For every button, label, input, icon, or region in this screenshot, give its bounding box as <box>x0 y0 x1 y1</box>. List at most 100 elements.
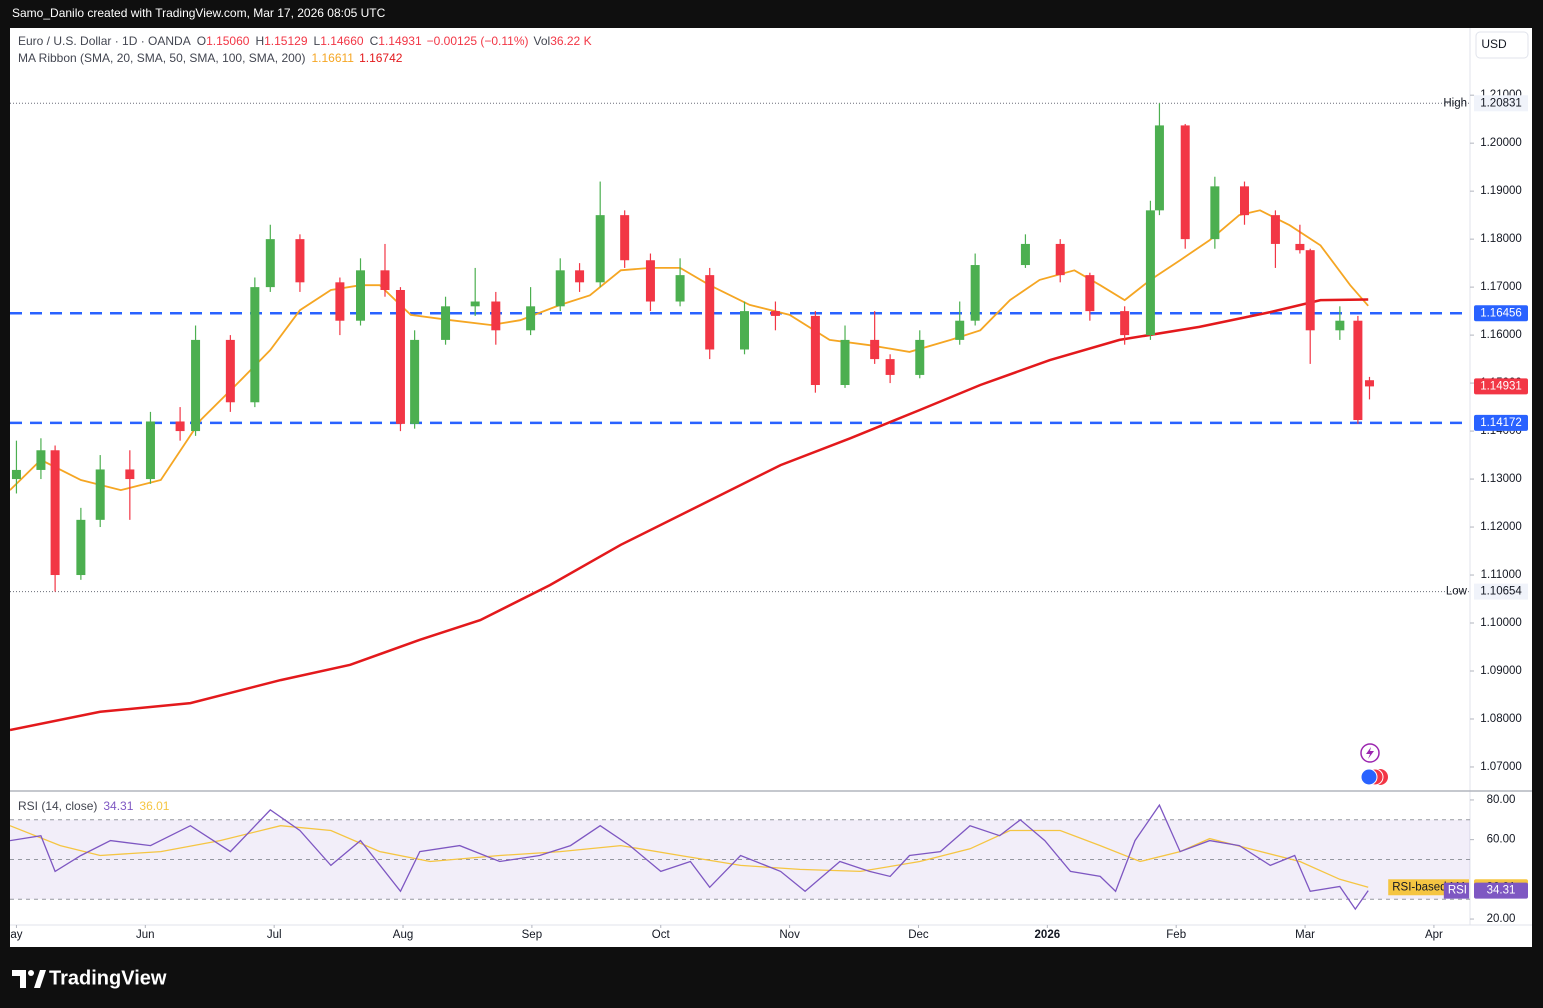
candle-body <box>740 311 750 350</box>
ma-value: 1.16611 <box>311 51 354 65</box>
quote-value: 1.15060 <box>206 34 250 48</box>
y-tick-label: 1.18000 <box>1480 233 1522 245</box>
logo-mark <box>34 970 46 988</box>
ma-line <box>10 298 1369 732</box>
candle-body <box>380 270 390 290</box>
candle-body <box>1210 186 1220 240</box>
candle-body <box>970 265 980 321</box>
candle-body <box>76 519 86 576</box>
candle-body <box>491 301 501 331</box>
candle-body <box>1305 250 1315 331</box>
extreme-name: Low <box>1446 586 1468 598</box>
candle-body <box>36 450 46 470</box>
x-tick-label: Aug <box>393 929 413 941</box>
indicator-icons <box>1360 743 1388 786</box>
x-tick-label: Apr <box>1425 929 1443 941</box>
extreme-box <box>1474 583 1528 600</box>
logo-mark <box>12 970 26 988</box>
candle-body <box>441 306 451 340</box>
candle-body <box>675 275 685 302</box>
candle-body <box>1120 311 1130 336</box>
x-tick-label: ay <box>10 929 22 941</box>
candle-body <box>125 469 135 480</box>
rsi-line <box>10 803 1369 911</box>
quote-key: O <box>197 34 206 48</box>
candle-body <box>595 215 605 283</box>
last-price-box <box>1474 378 1528 395</box>
candle-body <box>410 339 420 424</box>
candle-body <box>1020 243 1030 266</box>
candle-body <box>175 421 185 432</box>
quote-value: 1.15129 <box>264 34 308 48</box>
extreme-value: 1.20831 <box>1480 97 1522 109</box>
candle-body <box>1055 243 1065 276</box>
candle-body <box>840 339 850 386</box>
plot <box>10 102 1470 732</box>
y-tick-label: 1.11000 <box>1481 569 1522 581</box>
last-price: 1.14931 <box>1480 380 1522 392</box>
candle-body <box>645 260 655 302</box>
rsi-legend-value: 36.01 <box>139 799 169 813</box>
candle-body <box>265 239 275 288</box>
candle-body <box>1353 320 1363 421</box>
x-tick-label: Jul <box>267 929 282 941</box>
series-name-box <box>1443 882 1469 899</box>
candle-body <box>620 215 630 261</box>
event-icon[interactable] <box>1360 768 1378 786</box>
candle-body <box>335 282 345 321</box>
currency-button[interactable]: USD <box>1475 31 1529 59</box>
event-icon-glyph <box>1366 747 1374 759</box>
x-tick-label: Jun <box>136 929 155 941</box>
level-value: 1.14172 <box>1480 417 1522 429</box>
currency-button-label[interactable]: USD <box>1481 37 1507 51</box>
ma-title: MA Ribbon (SMA, 20, SMA, 50, SMA, 100, S… <box>18 51 305 65</box>
x-tick-label: Feb <box>1166 929 1186 941</box>
logo-text: TradingView <box>49 967 167 989</box>
header-quote: Euro / U.S. Dollar · 1D · OANDA O1.15060 H… <box>18 34 592 48</box>
header-indicator: MA Ribbon (SMA, 20, SMA, 50, SMA, 100, S… <box>18 51 403 65</box>
y-tick-label: 80.00 <box>1487 794 1516 806</box>
logo-mark <box>28 970 34 976</box>
extreme-name: High <box>1443 97 1467 109</box>
rsi-legend: RSI (14, close) 34.31 36.01 <box>18 799 170 813</box>
quote-value: 1.14660 <box>320 34 364 48</box>
volume-key: Vol <box>534 34 551 48</box>
y-tick-label: 1.16000 <box>1480 329 1522 341</box>
x-tick-label: Dec <box>908 929 929 941</box>
y-tick-label: 1.07000 <box>1480 761 1522 773</box>
volume-value: 36.22 K <box>550 34 591 48</box>
currency-button-box[interactable] <box>1475 31 1529 59</box>
level-value: 1.16456 <box>1480 307 1522 319</box>
candle-body <box>395 289 405 424</box>
series-value: 34.31 <box>1487 885 1516 897</box>
rsi-title: RSI (14, close) <box>18 799 97 813</box>
candle-body <box>295 239 305 283</box>
candle-body <box>1154 125 1164 211</box>
logo: TradingView <box>12 967 167 989</box>
candle-body <box>1085 275 1095 312</box>
candle-body <box>915 339 925 375</box>
candle-body <box>575 270 585 283</box>
candle-body <box>356 270 366 321</box>
quote-value: 1.14931 <box>378 34 422 48</box>
change: −0.00125 (−0.11%) <box>427 34 529 48</box>
chart-area <box>10 28 1532 947</box>
x-tick-label: Nov <box>779 929 800 941</box>
y-tick-label: 1.09000 <box>1480 665 1522 677</box>
candle-body <box>1270 215 1280 244</box>
candle-body <box>470 301 480 307</box>
extreme-value: 1.10654 <box>1480 586 1522 598</box>
x-tick-label: Sep <box>522 929 542 941</box>
candle-body <box>225 339 235 403</box>
candle-body <box>95 469 105 520</box>
candle-body <box>555 270 565 307</box>
y-tick-label: 1.13000 <box>1480 473 1522 485</box>
y-tick-label: 1.12000 <box>1480 521 1522 533</box>
series-name: RSI <box>1448 885 1467 897</box>
series-value-box <box>1474 882 1528 899</box>
candle-body <box>1180 125 1190 240</box>
candle-body <box>1295 243 1305 251</box>
candle-body <box>885 359 895 375</box>
